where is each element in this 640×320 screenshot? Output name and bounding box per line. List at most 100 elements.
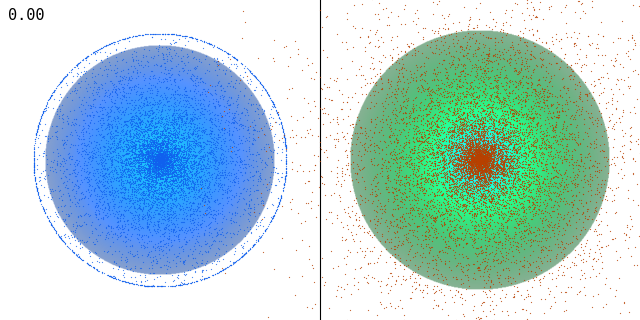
Point — [45, 94, 56, 99]
Point — [141, 188, 152, 194]
Point — [129, 281, 139, 286]
Point — [535, 146, 545, 151]
Point — [610, 293, 620, 298]
Point — [148, 224, 159, 229]
Point — [138, 165, 148, 170]
Point — [150, 167, 161, 172]
Point — [481, 168, 491, 173]
Point — [144, 188, 154, 193]
Point — [490, 126, 500, 131]
Point — [478, 153, 488, 158]
Point — [401, 264, 412, 269]
Point — [436, 152, 447, 157]
Point — [156, 108, 166, 113]
Point — [473, 134, 483, 139]
Point — [190, 173, 200, 178]
Point — [292, 169, 302, 174]
Point — [155, 157, 165, 163]
Point — [467, 236, 477, 242]
Point — [511, 112, 521, 117]
Point — [213, 176, 223, 181]
Point — [407, 242, 417, 247]
Point — [155, 205, 165, 211]
Point — [177, 154, 187, 159]
Point — [416, 209, 426, 214]
Point — [482, 179, 492, 184]
Point — [531, 144, 541, 149]
Point — [556, 139, 566, 144]
Point — [451, 172, 461, 177]
Point — [456, 174, 466, 180]
Point — [420, 145, 431, 150]
Point — [369, 260, 380, 266]
Point — [460, 233, 470, 238]
Point — [437, 108, 447, 113]
Point — [137, 189, 147, 194]
Point — [32, 187, 42, 192]
Point — [476, 156, 486, 162]
Point — [421, 188, 431, 193]
Point — [95, 197, 105, 202]
Point — [254, 210, 264, 215]
Point — [454, 113, 465, 118]
Point — [73, 184, 83, 189]
Point — [434, 92, 444, 97]
Point — [495, 161, 506, 166]
Point — [476, 158, 486, 163]
Point — [110, 147, 120, 152]
Point — [161, 224, 171, 229]
Point — [186, 229, 196, 234]
Point — [470, 30, 481, 36]
Point — [155, 144, 165, 149]
Point — [421, 128, 431, 133]
Point — [141, 149, 152, 154]
Point — [545, 212, 555, 217]
Point — [155, 157, 165, 163]
Point — [495, 28, 505, 33]
Point — [362, 229, 372, 234]
Point — [113, 85, 123, 91]
Point — [476, 136, 486, 141]
Point — [465, 145, 476, 150]
Point — [161, 188, 172, 193]
Point — [144, 170, 154, 175]
Point — [528, 158, 538, 163]
Point — [387, 109, 397, 114]
Point — [116, 160, 127, 165]
Point — [61, 175, 71, 180]
Point — [236, 138, 246, 143]
Point — [485, 85, 495, 90]
Point — [127, 118, 137, 123]
Point — [480, 168, 490, 173]
Point — [171, 119, 181, 124]
Point — [483, 112, 493, 117]
Point — [37, 110, 47, 116]
Point — [442, 313, 452, 318]
Point — [221, 110, 232, 116]
Point — [187, 50, 197, 55]
Point — [497, 202, 507, 207]
Point — [255, 235, 266, 240]
Point — [376, 174, 387, 179]
Point — [449, 78, 459, 84]
Point — [475, 157, 485, 163]
Point — [195, 188, 205, 194]
Point — [156, 116, 166, 122]
Point — [137, 138, 147, 143]
Point — [148, 31, 158, 36]
Point — [506, 177, 516, 182]
Point — [161, 156, 172, 161]
Point — [578, 192, 588, 197]
Point — [492, 84, 502, 89]
Point — [433, 124, 443, 129]
Point — [509, 68, 519, 73]
Point — [191, 132, 201, 137]
Point — [161, 172, 171, 177]
Point — [83, 179, 93, 184]
Point — [471, 156, 481, 161]
Point — [135, 116, 145, 122]
Point — [478, 33, 488, 38]
Point — [124, 130, 134, 135]
Point — [365, 27, 375, 32]
Point — [524, 166, 534, 171]
